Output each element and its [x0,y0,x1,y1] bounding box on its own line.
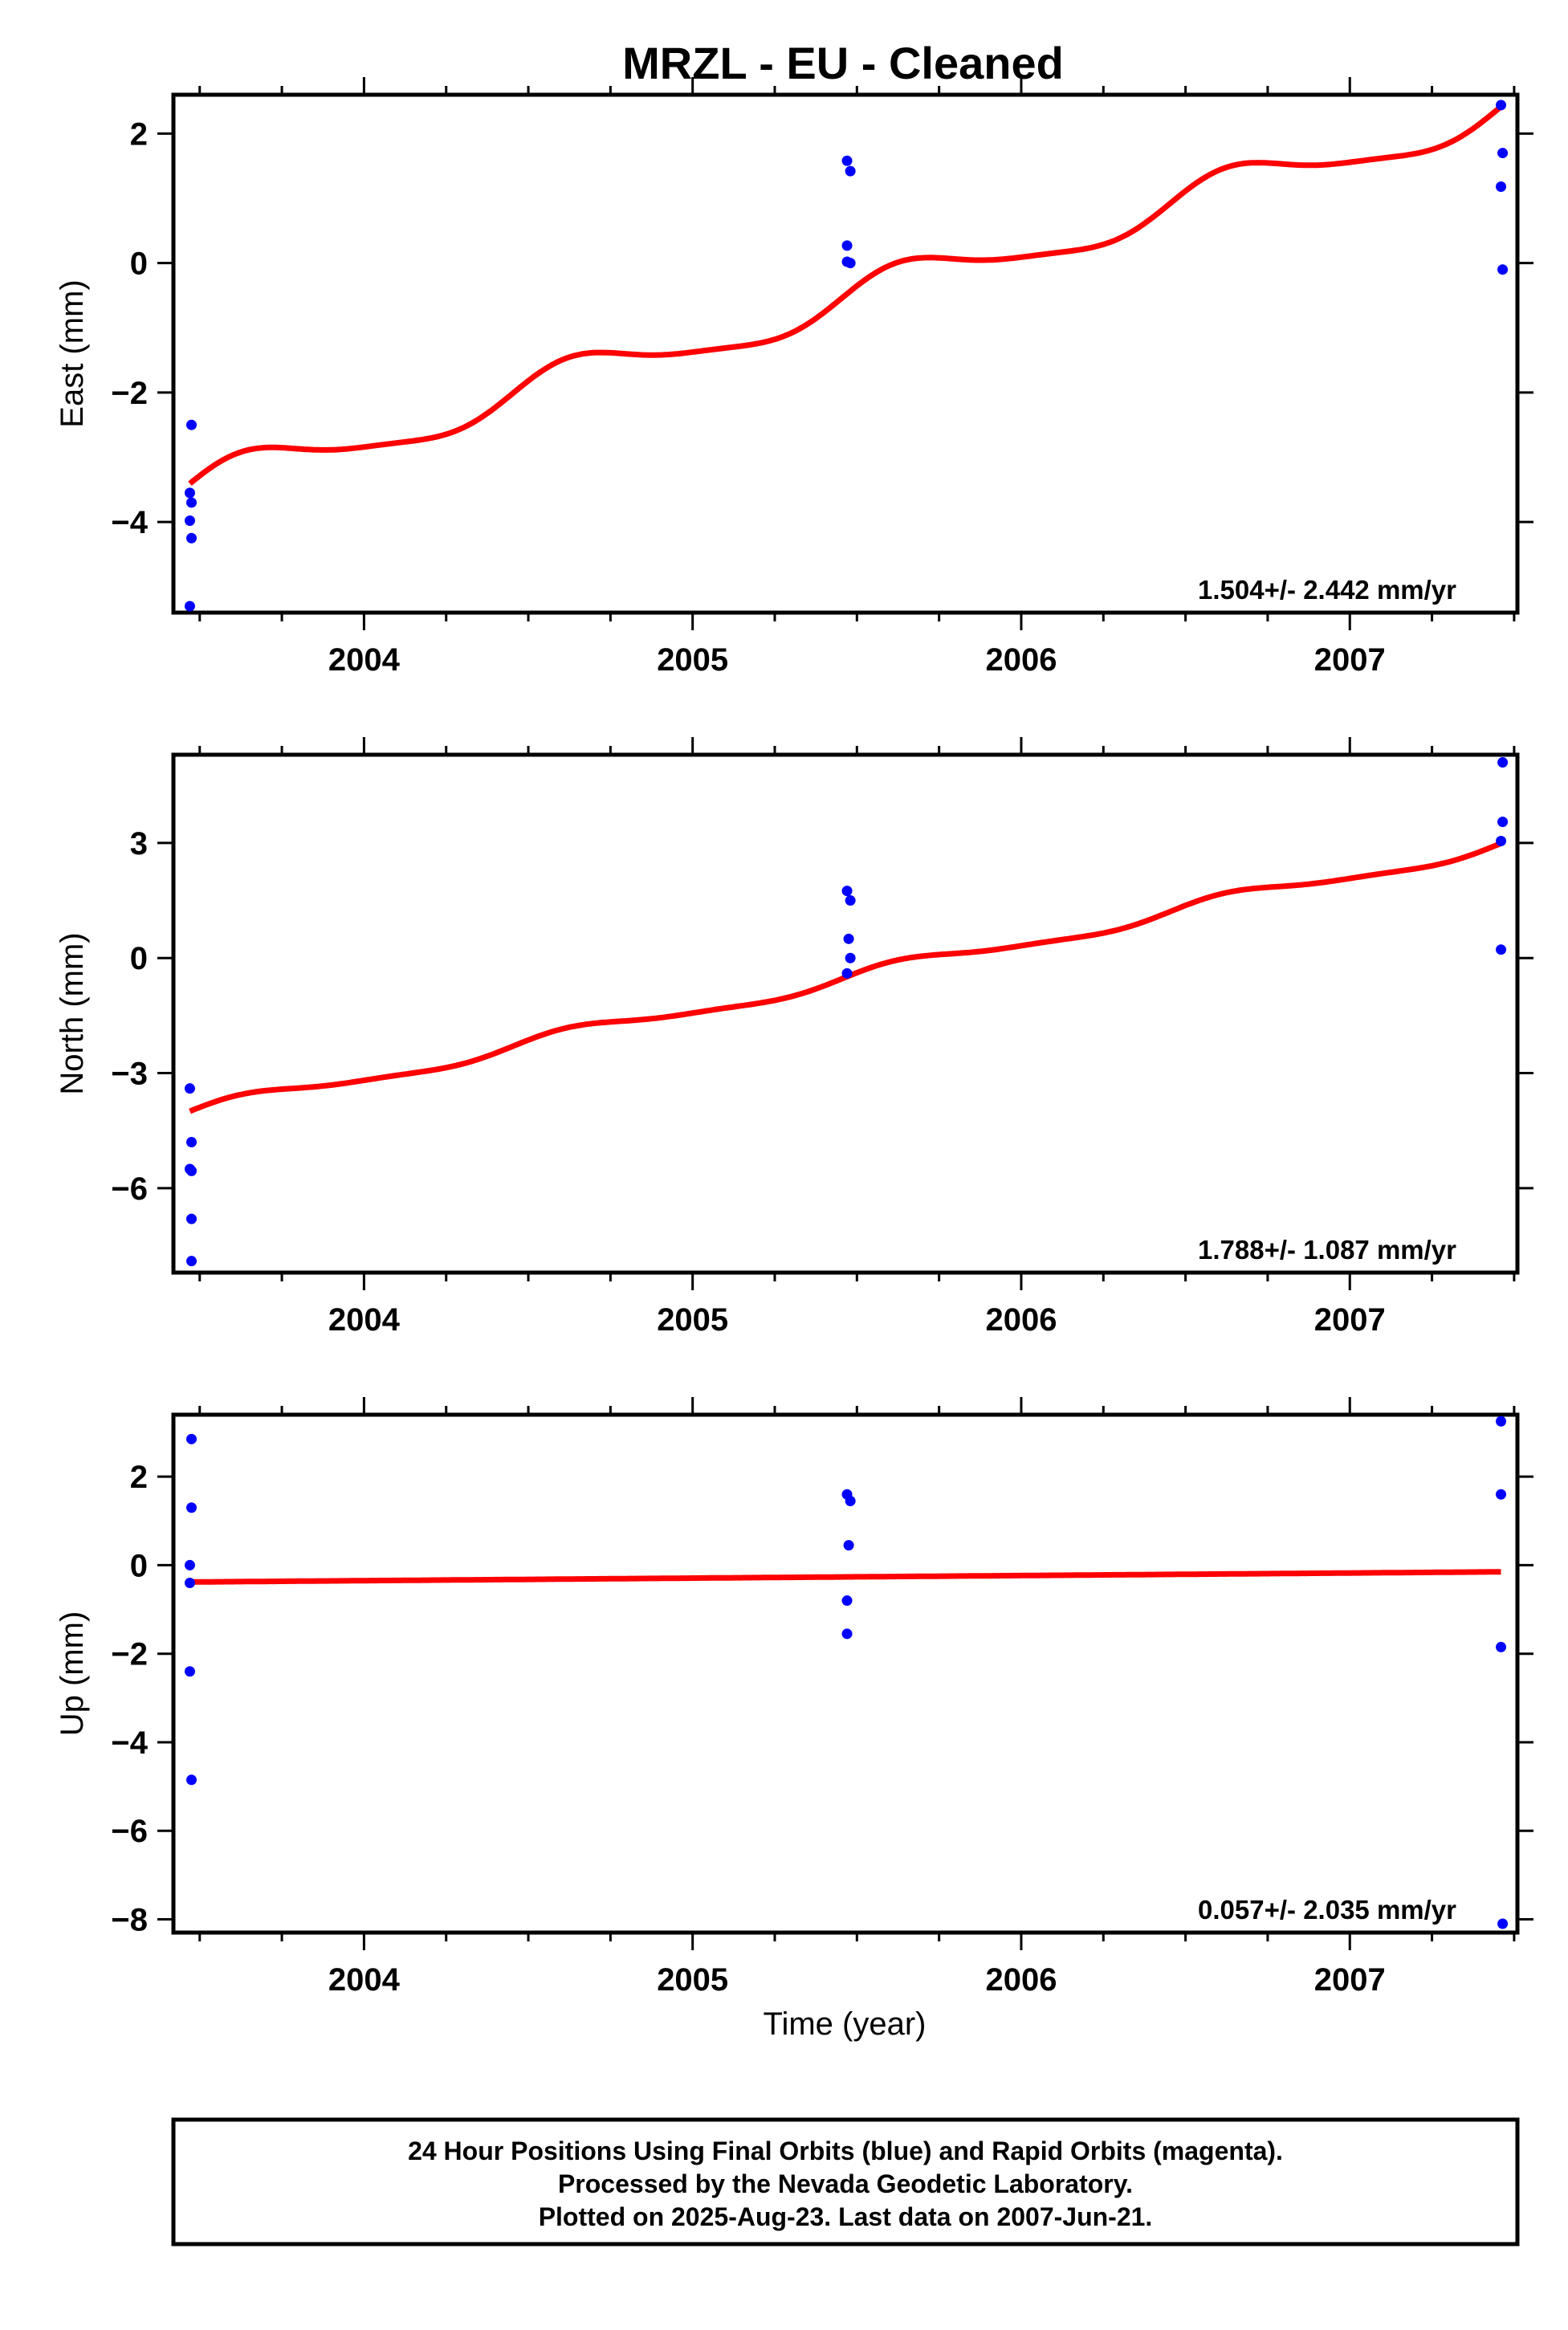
chart-title: MRZL - EU - Cleaned [622,38,1064,88]
data-point [184,1559,195,1570]
y-tick-label: −6 [111,1171,148,1207]
x-tick-label: 2006 [985,1302,1057,1338]
y-tick-label: 0 [130,1548,148,1583]
rate-label: 1.504+/- 2.442 mm/yr [1198,575,1456,605]
data-point [184,1666,195,1677]
data-point [1496,944,1507,955]
y-tick-label: −4 [111,505,148,540]
data-point [186,1256,198,1267]
rate-label: 0.057+/- 2.035 mm/yr [1198,1895,1456,1925]
footer-line-2: Processed by the Nevada Geodetic Laborat… [558,2169,1133,2198]
y-tick-label: −8 [111,1902,148,1937]
plot-frame [171,1412,1520,1935]
data-point [186,1774,198,1786]
rate-label: 1.788+/- 1.087 mm/yr [1198,1235,1456,1265]
data-point [1496,1641,1507,1652]
data-point [1496,100,1507,111]
data-point [1497,1918,1509,1929]
data-point [184,515,195,527]
data-point [1496,181,1507,192]
y-tick-label: −6 [111,1814,148,1849]
x-tick-label: 2006 [985,642,1057,678]
data-point [841,886,853,897]
y-tick-label: −4 [111,1725,148,1761]
north-panel: 2004 2005 2006 2007 −6 −3 0 3 North (mm) 1.788+/-… [55,737,1533,1338]
up-panel: 2004 2005 2006 2007 −8 −6 −4 −2 0 2 Up (mm) 0.057+/… [55,1397,1533,1998]
x-tick-label: 2007 [1314,1962,1386,1998]
x-axis-label: Time (year) [764,2006,927,2042]
y-tick-label: 2 [130,116,148,152]
footer-line-1: 24 Hour Positions Using Final Orbits (bl… [408,2137,1283,2165]
data-point [841,1595,853,1607]
data-point [845,895,856,906]
data-point [841,155,853,166]
y-tick-label: −3 [111,1057,148,1092]
y-axis-label: Up (mm) [55,1611,90,1737]
data-point [186,497,198,508]
data-point [186,1213,198,1224]
data-point [1496,836,1507,846]
x-tick-label: 2004 [328,1962,401,1998]
data-point [184,487,195,499]
y-tick-label: 0 [130,941,148,976]
data-point [186,1502,198,1513]
y-tick-label: 3 [130,826,148,862]
x-tick-label: 2005 [657,642,728,678]
x-tick-label: 2004 [328,1302,401,1338]
data-point [184,601,195,612]
data-point [841,240,853,251]
data-point [186,1137,198,1148]
x-tick-label: 2004 [328,642,401,678]
data-point [843,933,854,944]
data-point [186,419,198,430]
plot-frame [171,92,1520,615]
footer-line-3: Plotted on 2025-Aug-23. Last data on 200… [539,2202,1153,2231]
data-point [1497,817,1509,828]
data-point [184,1083,195,1094]
data-point [1497,148,1509,159]
east-panel: 2004 2005 2006 2007 −4 −2 0 2 East (mm) 1.504+/- … [55,77,1533,678]
data-point [1497,264,1509,275]
y-tick-label: 2 [130,1460,148,1495]
data-point [845,258,856,269]
x-tick-label: 2007 [1314,1302,1386,1338]
x-tick-label: 2007 [1314,642,1386,678]
data-point [845,952,856,963]
model-curve [189,1569,1501,1585]
data-point [843,1540,854,1551]
y-axis-label: North (mm) [55,932,90,1094]
data-point [186,1433,198,1444]
data-point [184,1577,195,1588]
data-point [841,1628,853,1640]
data-point [186,1165,198,1176]
data-point [1496,1416,1507,1427]
data-point [845,1496,856,1506]
x-tick-label: 2005 [657,1962,728,1998]
x-tick-label: 2005 [657,1302,728,1338]
y-tick-label: −2 [111,376,148,411]
data-point [1496,1489,1507,1500]
y-tick-label: −2 [111,1637,148,1672]
data-point [1497,757,1509,768]
model-curve [188,104,1503,486]
data-point [186,532,198,544]
plot-frame [171,752,1520,1275]
footer-box: 24 Hour Positions Using Final Orbits (bl… [171,2117,1520,2246]
y-axis-label: East (mm) [55,279,90,427]
y-tick-label: 0 [130,246,148,282]
data-point [841,967,853,979]
x-tick-label: 2006 [985,1962,1057,1998]
data-point [845,165,856,177]
